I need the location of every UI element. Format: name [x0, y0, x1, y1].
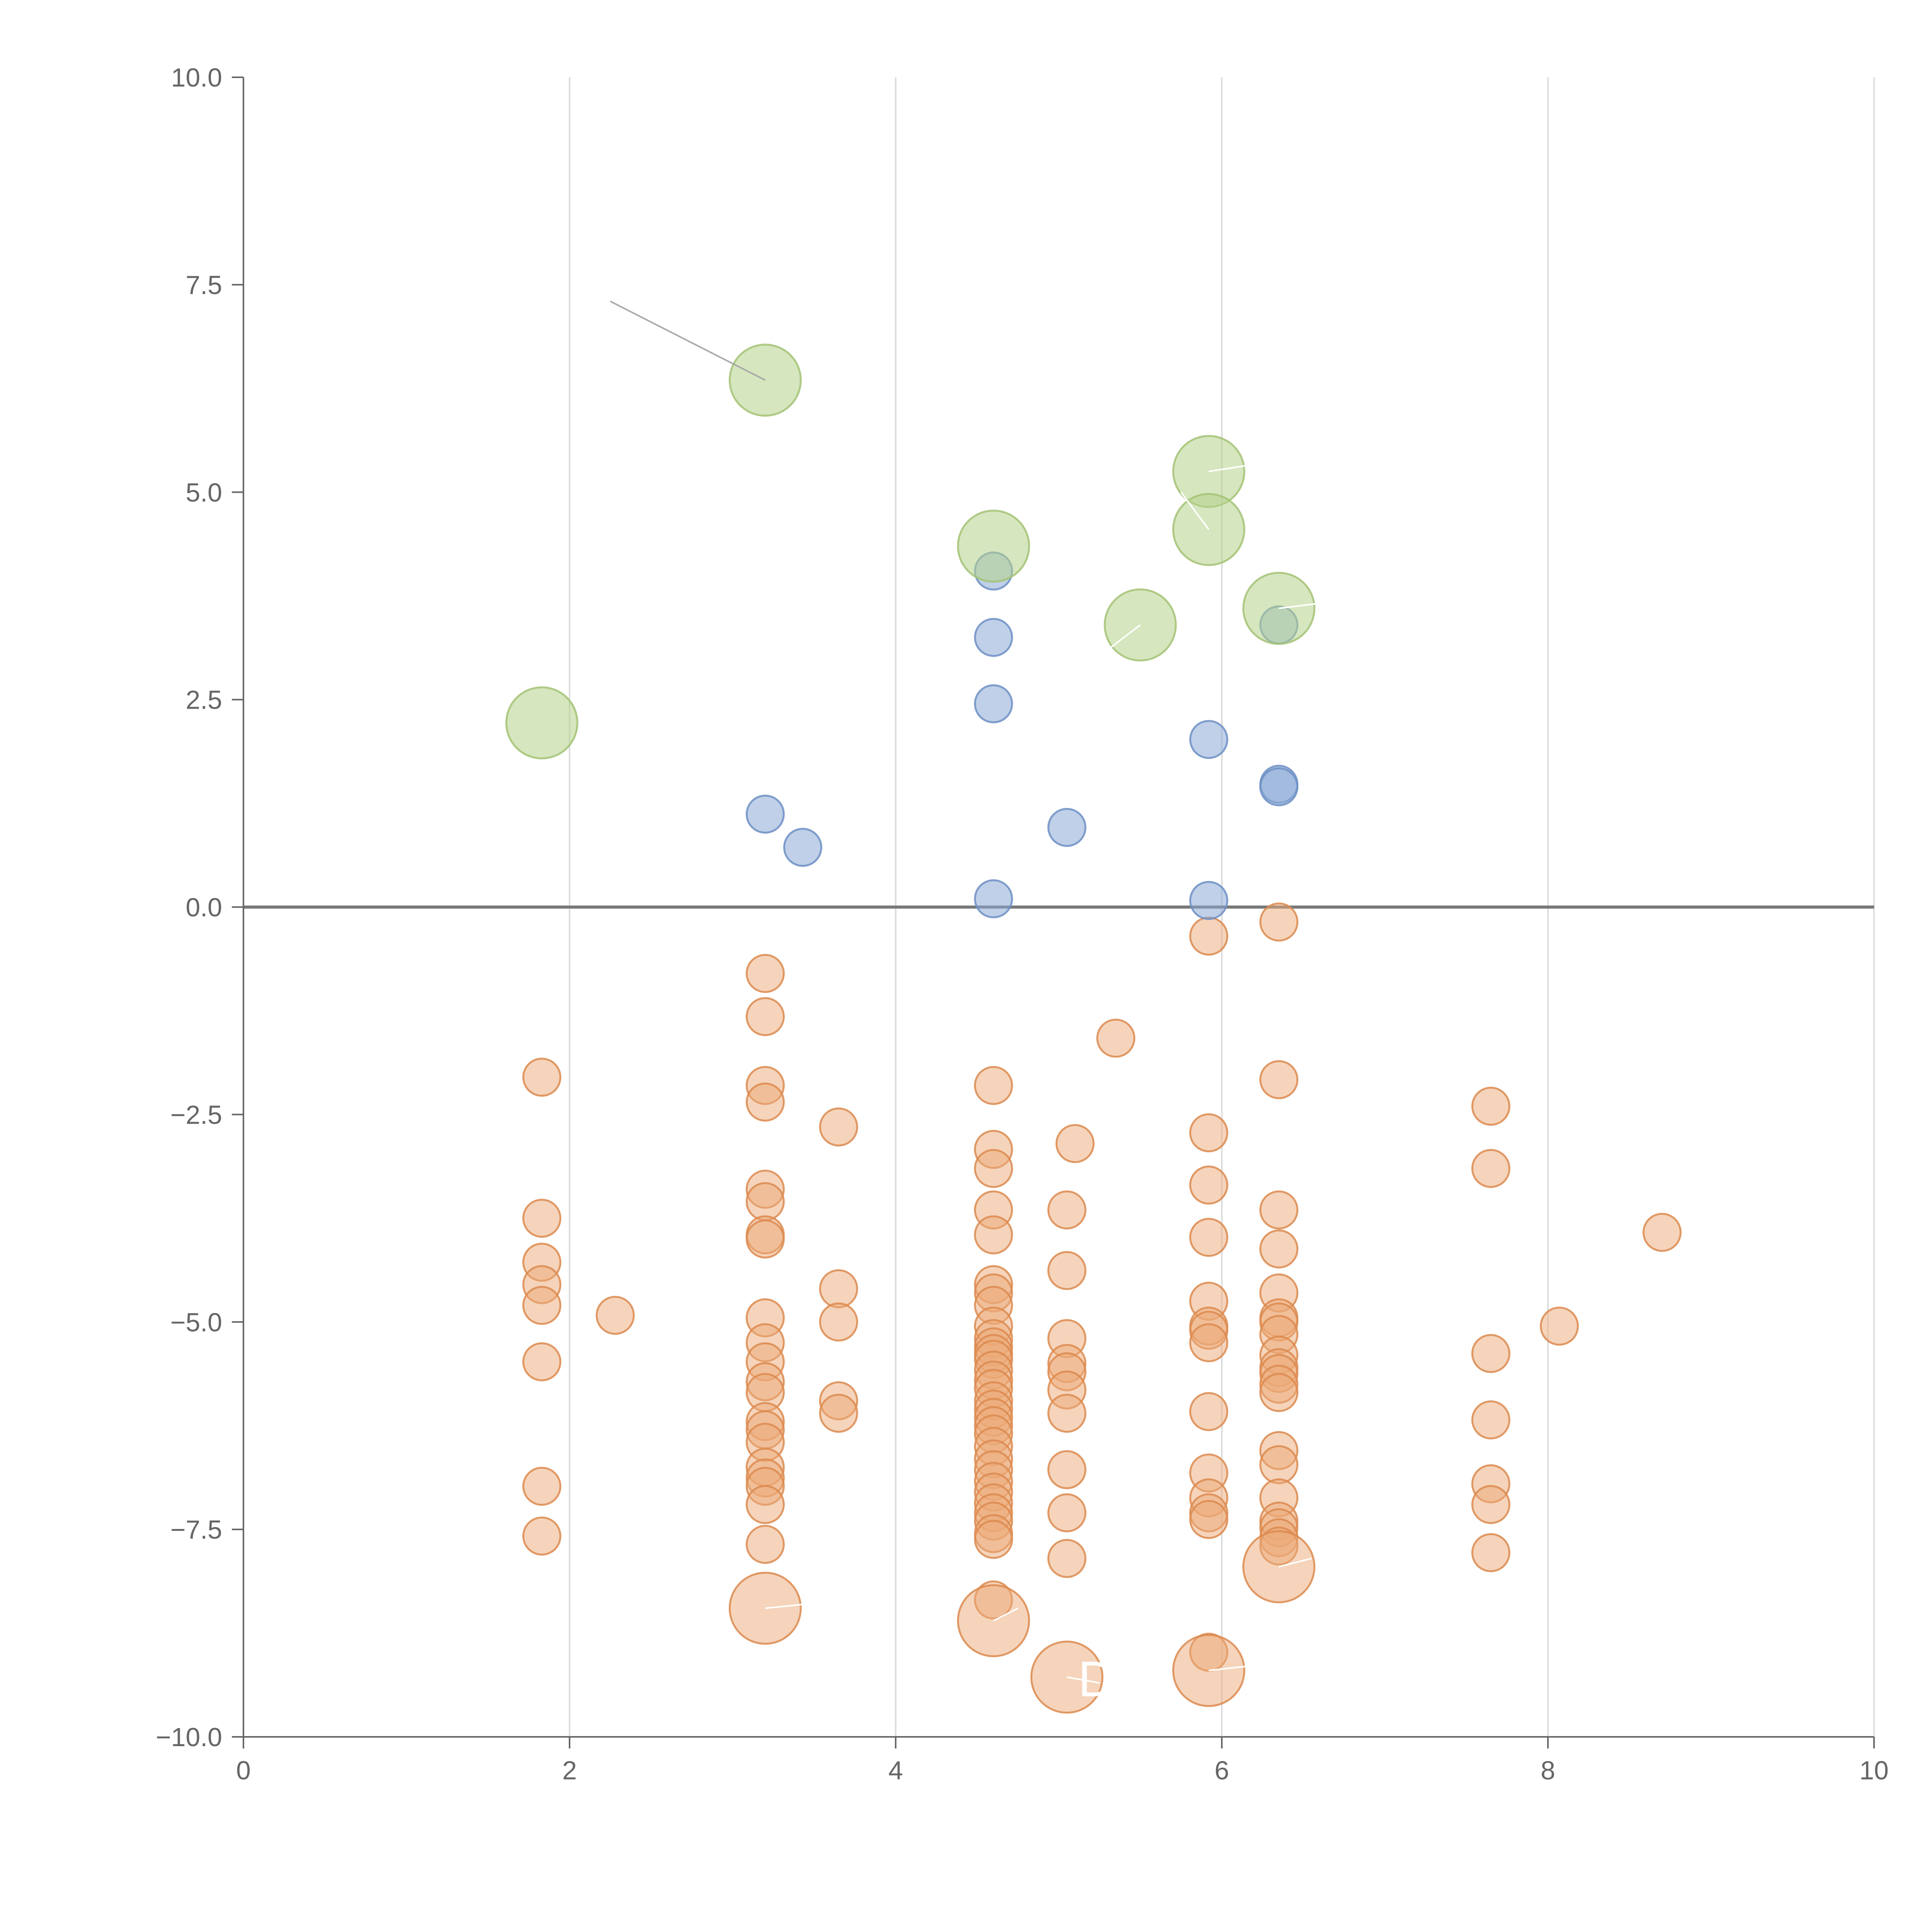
callout-line: [610, 301, 766, 381]
data-point: [1047, 1190, 1087, 1230]
x-tick-label: 0: [236, 1756, 251, 1785]
data-point: [522, 1516, 561, 1556]
y-tick-label: 10.0: [171, 63, 222, 92]
data-point: [522, 1342, 561, 1381]
x-tick-label: 4: [888, 1756, 903, 1785]
data-point: [1189, 881, 1228, 920]
data-point: [1189, 1218, 1228, 1257]
data-point: [1096, 1019, 1136, 1058]
y-tick-label: 5.0: [185, 478, 222, 507]
y-axis-ticks: 10.0 7.5 5.0 2.5 0.0 −2.5 −5.0 −7.5 −10.0: [156, 63, 243, 1752]
data-point: [1047, 1539, 1087, 1578]
data-point: [522, 1286, 561, 1325]
y-tick-label: 7.5: [185, 270, 222, 300]
data-points: [505, 344, 1682, 1714]
data-point: [745, 1219, 785, 1259]
data-point: [745, 1182, 785, 1221]
data-point: [974, 684, 1013, 723]
data-point: [1471, 1400, 1510, 1440]
data-point: [819, 1269, 858, 1308]
data-point: [974, 1520, 1013, 1559]
data-point: [745, 1525, 785, 1564]
y-tick-label: −5.0: [170, 1308, 222, 1337]
y-tick-label: −2.5: [170, 1100, 222, 1129]
data-point: [745, 794, 785, 834]
callout-lines: [610, 301, 1320, 1684]
callout-line: [1209, 1665, 1247, 1672]
data-point: [505, 686, 578, 760]
data-point: [1259, 767, 1299, 806]
data-point: [1540, 1306, 1579, 1346]
data-point: [1047, 1493, 1087, 1532]
data-point: [1189, 1323, 1228, 1362]
callout-line: [1066, 1676, 1100, 1684]
data-point: [1259, 902, 1299, 942]
data-point: [1189, 1392, 1228, 1431]
series-negative: [522, 902, 1682, 1672]
y-tick-label: −10.0: [156, 1723, 222, 1752]
callout-line: [993, 1607, 1019, 1622]
callout-line: [1279, 602, 1320, 609]
data-point: [974, 1149, 1013, 1188]
data-point: [974, 618, 1013, 657]
data-point: [1189, 1113, 1228, 1153]
x-tick-label: 6: [1214, 1756, 1229, 1785]
data-point: [728, 1571, 802, 1645]
annotation-label: DB: [1078, 1651, 1148, 1707]
data-point: [1259, 1229, 1299, 1269]
x-tick-label: 2: [562, 1756, 577, 1785]
data-point: [1189, 720, 1228, 759]
data-point: [745, 1485, 785, 1524]
data-point: [1047, 1251, 1087, 1290]
data-point: [745, 1082, 785, 1122]
data-point: [819, 1107, 858, 1147]
data-point: [1471, 1485, 1510, 1524]
y-tick-label: 2.5: [185, 685, 222, 715]
data-point: [1259, 1445, 1299, 1485]
callout-line: [1279, 1558, 1312, 1568]
data-point: [1471, 1334, 1510, 1373]
series-highlighted-negative: [728, 1530, 1316, 1714]
data-point: [1189, 1500, 1228, 1539]
data-point: [595, 1296, 635, 1335]
data-point: [1047, 1393, 1087, 1433]
data-point: [522, 1199, 561, 1238]
y-tick-label: −7.5: [170, 1515, 222, 1544]
data-point: [1471, 1149, 1510, 1188]
data-point: [1047, 1450, 1087, 1490]
data-point: [522, 1058, 561, 1097]
data-point: [1055, 1124, 1095, 1163]
data-point: [957, 509, 1030, 583]
data-point: [745, 954, 785, 993]
data-point: [1642, 1213, 1682, 1252]
data-point: [1189, 917, 1228, 956]
data-point: [522, 1466, 561, 1506]
data-point: [974, 1066, 1013, 1105]
data-point: [1047, 808, 1087, 847]
data-point: [1471, 1533, 1510, 1572]
data-point: [783, 828, 822, 867]
x-tick-label: 10: [1859, 1756, 1889, 1785]
data-point: [745, 997, 785, 1036]
data-point: [974, 879, 1013, 918]
callout-line: [1107, 624, 1141, 651]
data-point: [1259, 1190, 1299, 1230]
callout-line: [765, 1603, 806, 1609]
data-point: [819, 1393, 858, 1433]
callout-line: [1208, 465, 1247, 473]
data-point: [1471, 1087, 1510, 1126]
data-point: [1259, 1060, 1299, 1099]
x-axis-ticks: 0 2 4 6 8 10: [236, 1737, 1889, 1785]
callout-line: [1180, 492, 1209, 530]
data-point: [974, 1215, 1013, 1255]
data-point: [1259, 1373, 1299, 1412]
x-tick-label: 8: [1541, 1756, 1555, 1785]
data-point: [819, 1302, 858, 1342]
data-point: [1189, 1165, 1228, 1205]
data-point: [1242, 1530, 1316, 1604]
y-tick-label: 0.0: [185, 893, 222, 922]
